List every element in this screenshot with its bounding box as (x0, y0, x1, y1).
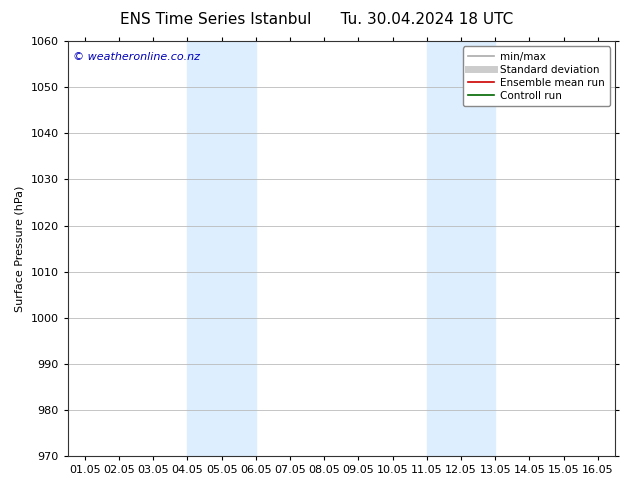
Legend: min/max, Standard deviation, Ensemble mean run, Controll run: min/max, Standard deviation, Ensemble me… (463, 47, 610, 106)
Bar (427, 41, 495, 456)
Text: © weatheronline.co.nz: © weatheronline.co.nz (73, 51, 200, 62)
Y-axis label: Surface Pressure (hPa): Surface Pressure (hPa) (15, 185, 25, 312)
Text: ENS Time Series Istanbul      Tu. 30.04.2024 18 UTC: ENS Time Series Istanbul Tu. 30.04.2024 … (120, 12, 514, 27)
Bar (188, 41, 256, 456)
